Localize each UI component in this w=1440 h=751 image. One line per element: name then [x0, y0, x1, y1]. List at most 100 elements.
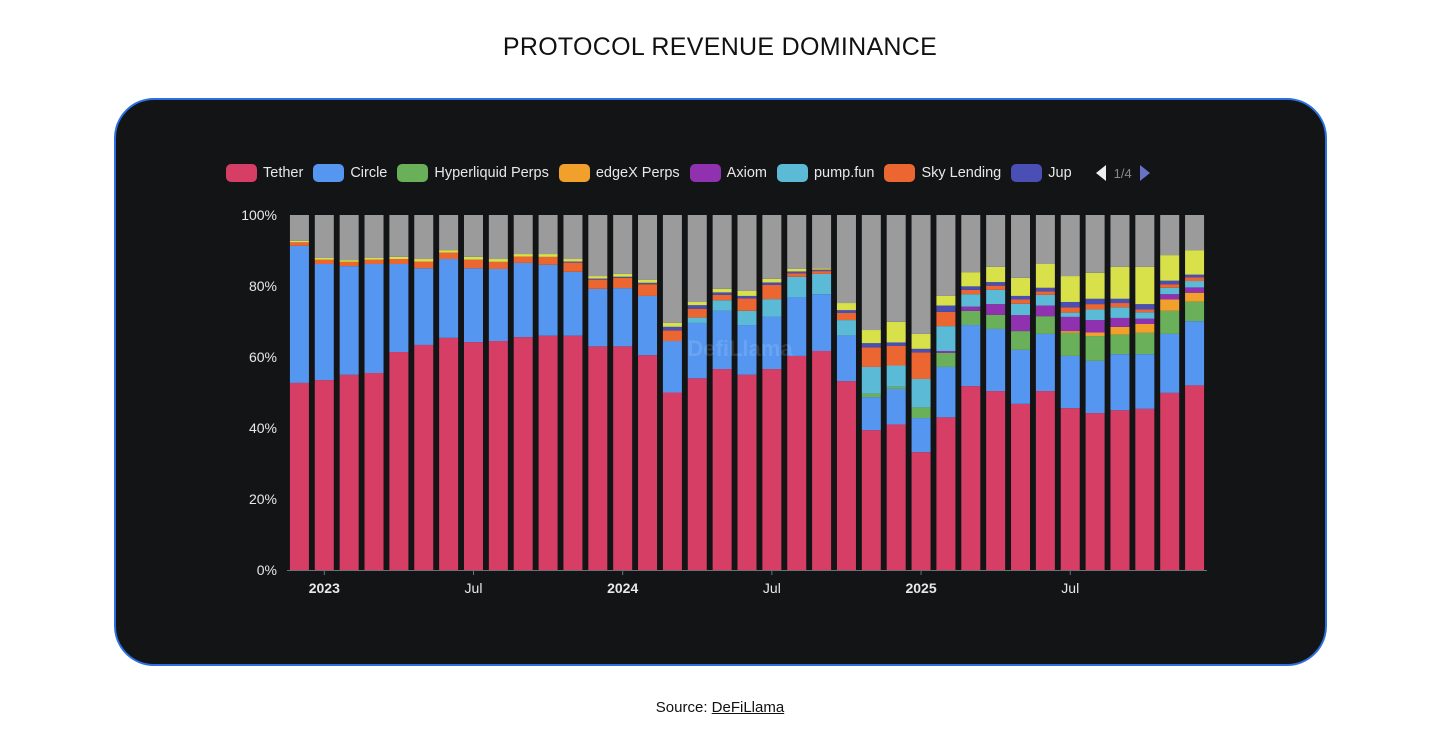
bar-segment-circle[interactable]	[812, 294, 832, 351]
bar-segment-tether[interactable]	[339, 374, 359, 570]
bar-stack[interactable]	[712, 215, 732, 570]
bar-segment-tether[interactable]	[364, 372, 384, 570]
bar-segment-sky-lending[interactable]	[737, 298, 757, 311]
bar-segment-pump-fun[interactable]	[936, 326, 956, 351]
bar-segment-other[interactable]	[463, 256, 483, 260]
bar-segment-tether[interactable]	[439, 337, 459, 570]
bar-segment-remainder[interactable]	[613, 215, 633, 274]
bar-segment-circle[interactable]	[538, 264, 558, 336]
bar-segment-sky-lending[interactable]	[1011, 299, 1031, 304]
bar-segment-circle[interactable]	[364, 263, 384, 373]
bar-segment-pump-fun[interactable]	[1085, 309, 1105, 321]
bar-segment-remainder[interactable]	[762, 215, 782, 279]
bar-segment-sky-lending[interactable]	[638, 284, 658, 296]
bar-segment-jup[interactable]	[563, 261, 583, 263]
legend-item[interactable]: Jup	[1011, 164, 1072, 182]
bar-segment-other[interactable]	[936, 295, 956, 306]
bar-segment-sky-lending[interactable]	[836, 312, 856, 321]
bar-segment-remainder[interactable]	[488, 215, 508, 260]
bar-stack[interactable]	[961, 215, 981, 570]
bar-segment-tether[interactable]	[911, 452, 931, 570]
bar-segment-remainder[interactable]	[1135, 215, 1155, 267]
bar-segment-circle[interactable]	[1060, 355, 1080, 409]
bar-segment-tether[interactable]	[563, 335, 583, 570]
bar-segment-other[interactable]	[1135, 266, 1155, 305]
bar-stack[interactable]	[513, 215, 533, 570]
legend-item[interactable]: Axiom	[689, 164, 767, 182]
bar-segment-remainder[interactable]	[1185, 215, 1205, 251]
bar-segment-sky-lending[interactable]	[662, 330, 682, 342]
bar-segment-pump-fun[interactable]	[1185, 281, 1205, 288]
bar-segment-remainder[interactable]	[986, 215, 1006, 267]
bar-segment-edgex-perps[interactable]	[1185, 292, 1205, 302]
bar-segment-axiom[interactable]	[1185, 287, 1205, 293]
bar-segment-hyperliquid-perps[interactable]	[1060, 332, 1080, 356]
bar-segment-jup[interactable]	[961, 286, 981, 290]
bar-segment-other[interactable]	[588, 276, 608, 279]
bar-segment-tether[interactable]	[762, 369, 782, 570]
bar-segment-circle[interactable]	[1085, 360, 1105, 414]
bar-segment-other[interactable]	[414, 259, 434, 262]
bar-segment-pump-fun[interactable]	[986, 289, 1006, 305]
bar-segment-sky-lending[interactable]	[787, 273, 807, 277]
bar-segment-circle[interactable]	[836, 335, 856, 382]
bar-segment-hyperliquid-perps[interactable]	[986, 314, 1006, 329]
bar-segment-pump-fun[interactable]	[737, 310, 757, 326]
bar-segment-other[interactable]	[488, 259, 508, 262]
bar-segment-sky-lending[interactable]	[1160, 284, 1180, 288]
legend-item[interactable]: Tether	[226, 164, 303, 182]
bar-stack[interactable]	[588, 215, 608, 570]
bar-segment-hyperliquid-perps[interactable]	[1160, 310, 1180, 334]
bar-segment-remainder[interactable]	[1035, 215, 1055, 264]
bar-segment-other[interactable]	[1011, 277, 1031, 296]
bar-stack[interactable]	[1011, 215, 1031, 570]
bar-stack[interactable]	[439, 215, 459, 570]
bar-stack[interactable]	[339, 215, 359, 570]
bar-segment-jup[interactable]	[687, 305, 707, 309]
bar-segment-jup[interactable]	[1160, 280, 1180, 285]
bar-segment-jup[interactable]	[986, 282, 1006, 286]
bar-segment-circle[interactable]	[1185, 321, 1205, 386]
bar-stack[interactable]	[1085, 215, 1105, 570]
bar-segment-sky-lending[interactable]	[463, 259, 483, 269]
bar-segment-remainder[interactable]	[737, 215, 757, 291]
bar-segment-jup[interactable]	[787, 271, 807, 274]
bar-segment-axiom[interactable]	[1035, 305, 1055, 317]
bar-segment-sky-lending[interactable]	[1135, 309, 1155, 313]
bar-segment-tether[interactable]	[314, 380, 334, 570]
bar-segment-remainder[interactable]	[1060, 215, 1080, 277]
bar-segment-remainder[interactable]	[662, 215, 682, 323]
bar-segment-hyperliquid-perps[interactable]	[1185, 301, 1205, 322]
bar-segment-circle[interactable]	[1035, 333, 1055, 392]
bar-segment-jup[interactable]	[936, 305, 956, 312]
bar-segment-edgex-perps[interactable]	[1135, 323, 1155, 333]
bar-segment-remainder[interactable]	[787, 215, 807, 269]
bar-segment-sky-lending[interactable]	[588, 279, 608, 289]
bar-segment-hyperliquid-perps[interactable]	[886, 386, 906, 389]
bar-segment-remainder[interactable]	[1160, 215, 1180, 256]
bar-segment-circle[interactable]	[613, 288, 633, 347]
bar-segment-remainder[interactable]	[886, 215, 906, 322]
bar-segment-remainder[interactable]	[339, 215, 359, 261]
bar-segment-circle[interactable]	[588, 288, 608, 347]
bar-segment-other[interactable]	[762, 278, 782, 283]
bar-segment-remainder[interactable]	[314, 215, 334, 258]
bar-segment-axiom[interactable]	[1011, 315, 1031, 332]
bar-stack[interactable]	[986, 215, 1006, 570]
bar-segment-other[interactable]	[737, 290, 757, 296]
bar-stack[interactable]	[836, 215, 856, 570]
bar-segment-remainder[interactable]	[414, 215, 434, 260]
bar-segment-jup[interactable]	[911, 348, 931, 353]
bar-segment-circle[interactable]	[414, 268, 434, 345]
bar-segment-other[interactable]	[911, 333, 931, 349]
bar-segment-other[interactable]	[961, 272, 981, 287]
bar-segment-pump-fun[interactable]	[1135, 312, 1155, 319]
bar-segment-circle[interactable]	[687, 322, 707, 379]
bar-segment-hyperliquid-perps[interactable]	[1135, 332, 1155, 355]
bar-segment-jup[interactable]	[886, 342, 906, 346]
bar-segment-pump-fun[interactable]	[861, 366, 881, 394]
bar-segment-pump-fun[interactable]	[762, 299, 782, 317]
bar-segment-other[interactable]	[861, 330, 881, 344]
bar-segment-remainder[interactable]	[439, 215, 459, 251]
bar-segment-remainder[interactable]	[364, 215, 384, 258]
